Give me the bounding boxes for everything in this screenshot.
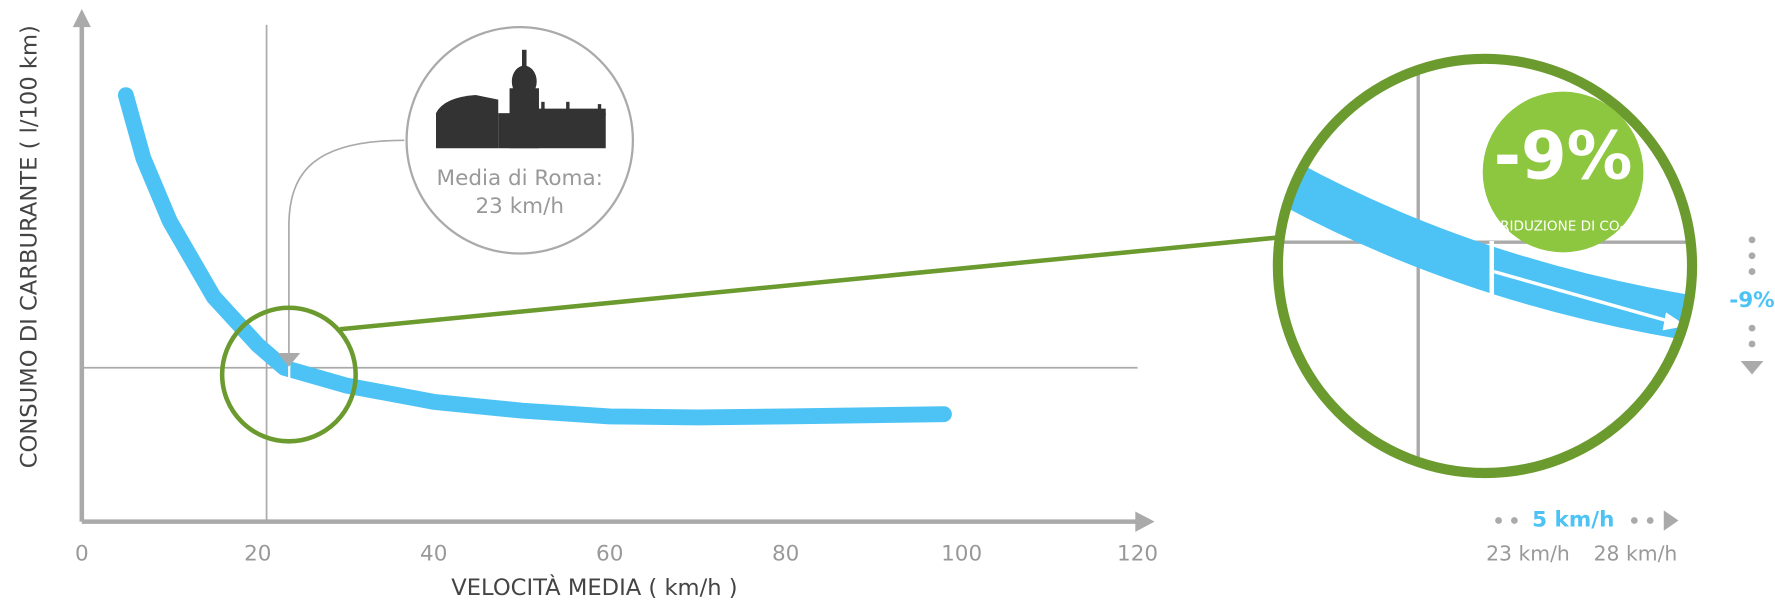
- x-tick-label: 80: [772, 541, 799, 566]
- x-tick-label: 60: [596, 541, 623, 566]
- badge: [1482, 91, 1644, 253]
- zoom-curve: [1281, 161, 1689, 342]
- zoom-source-circle: [219, 305, 358, 444]
- callout-value: 23 km/h: [476, 194, 564, 219]
- to-label: 28 km/h: [1594, 541, 1678, 565]
- x-tick-label: 40: [420, 541, 447, 566]
- y-axis-arrow: [72, 9, 91, 28]
- x-ticks: 0 20 40 60 80 100 120: [75, 541, 1158, 566]
- x-axis-title: VELOCITÀ MEDIA ( km/h ): [451, 573, 737, 601]
- side-label: -9%: [1729, 288, 1774, 313]
- side-dots: [1740, 236, 1764, 375]
- zoom: -9% RIDUZIONE DI CO2 -9% 5 km/h 23 km/h …: [219, 53, 1775, 565]
- callout-connector: [288, 139, 405, 354]
- bottom-dots: [1495, 510, 1679, 531]
- from-label: 23 km/h: [1486, 541, 1570, 565]
- callout-title: Media di Roma:: [437, 166, 603, 191]
- x-tick-label: 0: [75, 541, 89, 566]
- x-tick-label: 100: [941, 541, 982, 566]
- x-tick-label: 120: [1117, 541, 1158, 566]
- zoom-connector: [339, 235, 1277, 332]
- callout-arrow: [277, 353, 301, 367]
- badge-subscript: 2: [1620, 226, 1626, 237]
- badge-value: -9%: [1494, 119, 1633, 195]
- badge-label: RIDUZIONE DI CO: [1500, 218, 1619, 234]
- zoom-circle: [1272, 53, 1698, 479]
- x-axis-arrow: [1135, 511, 1155, 532]
- callout: Media di Roma: 23 km/h: [277, 26, 635, 367]
- colosseum-icon: [436, 49, 606, 149]
- x-tick-label: 20: [244, 541, 271, 566]
- delta-label: 5 km/h: [1532, 508, 1614, 533]
- fuel-curve: [117, 87, 952, 426]
- badge-text: RIDUZIONE DI CO2: [1500, 218, 1626, 237]
- y-axis-title: CONSUMO DI CARBURANTE ( l/100 km): [16, 25, 42, 468]
